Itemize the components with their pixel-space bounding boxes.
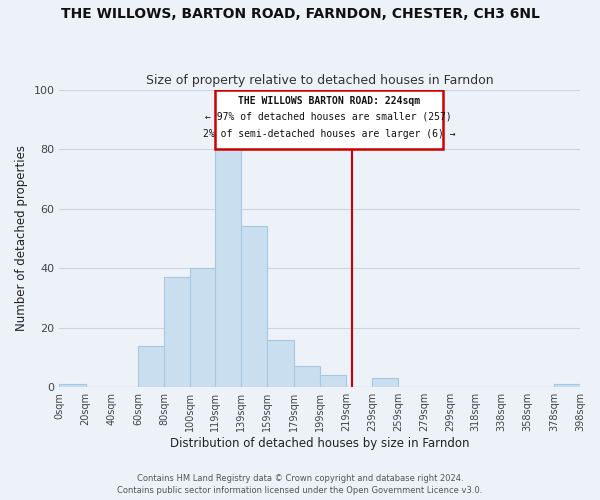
Bar — [320, 376, 346, 387]
Bar — [268, 340, 293, 387]
Y-axis label: Number of detached properties: Number of detached properties — [15, 146, 28, 332]
Text: THE WILLOWS, BARTON ROAD, FARNDON, CHESTER, CH3 6NL: THE WILLOWS, BARTON ROAD, FARNDON, CHEST… — [61, 8, 539, 22]
Text: THE WILLOWS BARTON ROAD: 224sqm: THE WILLOWS BARTON ROAD: 224sqm — [238, 96, 420, 106]
Bar — [190, 268, 215, 387]
Bar — [293, 366, 320, 387]
Bar — [138, 346, 164, 387]
Text: 2% of semi-detached houses are larger (6) →: 2% of semi-detached houses are larger (6… — [203, 129, 455, 139]
X-axis label: Distribution of detached houses by size in Farndon: Distribution of detached houses by size … — [170, 437, 469, 450]
Bar — [215, 137, 241, 387]
Bar — [59, 384, 86, 387]
Text: ← 97% of detached houses are smaller (257): ← 97% of detached houses are smaller (25… — [205, 112, 452, 122]
Bar — [215, 90, 443, 149]
Bar — [164, 277, 190, 387]
Bar — [372, 378, 398, 387]
Title: Size of property relative to detached houses in Farndon: Size of property relative to detached ho… — [146, 74, 494, 87]
Bar — [554, 384, 580, 387]
Bar — [241, 226, 268, 387]
Text: Contains HM Land Registry data © Crown copyright and database right 2024.
Contai: Contains HM Land Registry data © Crown c… — [118, 474, 482, 495]
